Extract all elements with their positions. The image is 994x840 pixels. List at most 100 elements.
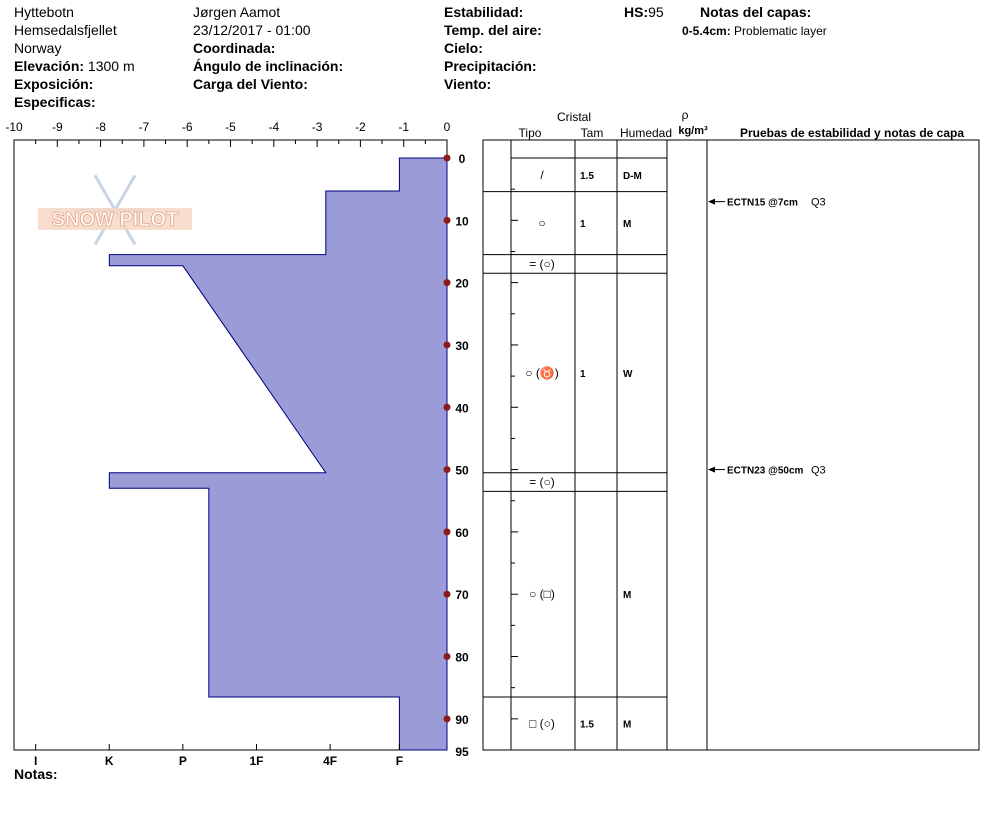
wind-load-row: Carga del Viento: [193,75,343,93]
depth-marker [443,403,451,411]
top-axis-tick-label: -8 [95,120,106,134]
wind-load-label: Carga del Viento: [193,76,308,92]
top-axis-tick-label: -3 [312,120,323,134]
depth-tick-label: 40 [455,401,469,415]
layer-note-text: Problematic layer [734,24,827,38]
header-observer-block: Jørgen Aamot 23/12/2017 - 01:00 Coordina… [193,3,343,93]
bottom-axis-tick-label: P [179,754,187,768]
col-header-moisture: Humedad [620,126,672,140]
depth-tick-label: 80 [455,651,469,665]
layer-moisture: D-M [623,171,642,182]
top-axis-tick-label: -9 [52,120,63,134]
test-quality: Q3 [811,465,826,477]
layer-moisture: W [623,369,633,380]
precip-row: Precipitación: [444,57,542,75]
layer-size: 1 [580,219,586,230]
bottom-axis-tick-label: I [34,754,37,768]
layer-note-row: 0-5.4cm: Problematic layer [682,22,827,40]
depth-tick-label: 50 [455,464,469,478]
layer-table-frame [482,139,980,751]
depth-tick-label: 70 [455,588,469,602]
elevation-label: Elevación: [14,58,85,74]
layer-moisture: M [623,720,631,731]
bottom-axis-tick-label: F [396,754,403,768]
elevation-row: Elevación: 1300 m [14,57,135,75]
top-axis-tick-label: 0 [444,120,451,134]
location: Hyttebotn [14,4,74,20]
aspect-label: Exposición: [14,76,94,92]
top-axis-tick-label: -2 [355,120,366,134]
specifics-row: Especificas: [14,93,135,111]
header-conditions-block: Estabilidad: Temp. del aire: Cielo: Prec… [444,3,542,93]
test-label: ECTN23 @50cm [727,466,804,477]
layer-moisture: M [623,219,631,230]
hs-value: 95 [648,4,664,20]
col-header-density-unit: kg/m³ [678,125,708,137]
depth-marker [443,590,451,598]
top-axis-tick-label: -5 [225,120,236,134]
range: Hemsedalsfjellet [14,22,117,38]
specifics-label: Especificas: [14,94,96,110]
aspect-row: Exposición: [14,75,135,93]
depth-marker [443,279,451,287]
depth-marker [443,653,451,661]
top-axis-tick-label: -6 [182,120,193,134]
depth-end-label: 95 [455,745,469,759]
wind-label: Viento: [444,76,492,92]
top-axis-tick-label: -7 [139,120,150,134]
stability-label: Estabilidad: [444,4,524,20]
top-axis-tick-label: -4 [268,120,279,134]
wind-row: Viento: [444,75,542,93]
depth-tick-label: 0 [459,152,466,166]
notes-row: Notas: [14,765,58,783]
bottom-axis-tick-label: K [105,754,114,768]
layer-type: ○ (♉) [525,366,559,380]
layer-size: 1 [580,369,586,380]
bottom-axis-tick-label: 1F [249,754,263,768]
depth-marker [443,341,451,349]
layer-notes-block: Notas del capas: [700,3,811,21]
col-header-rho: ρ [682,108,689,122]
sky-label: Cielo: [444,40,483,56]
top-axis-tick-label: -10 [5,120,23,134]
hs-label: HS: [624,4,649,20]
depth-tick-label: 10 [455,214,469,228]
test-label: ECTN15 @7cm [727,198,798,209]
air-temp-label: Temp. del aire: [444,22,542,38]
col-header-tests: Pruebas de estabilidad y notas de capa [740,126,964,140]
test-arrow-head [708,466,715,473]
test-arrow-head [708,198,715,205]
elevation-value: 1300 m [87,58,135,74]
air-temp-row: Temp. del aire: [444,21,542,39]
layer-type: ○ [538,216,545,230]
layer-moisture: M [623,590,631,601]
logo-flake-arm [93,174,117,211]
layer-type: / [540,168,544,182]
logo-flake-arm [113,174,137,211]
stability-row: Estabilidad: [444,3,542,21]
depth-tick-label: 90 [455,713,469,727]
header-location-block: Hyttebotn Hemsedalsfjellet Norway Elevac… [14,3,135,111]
depth-marker [443,216,451,224]
precip-label: Precipitación: [444,58,537,74]
layer-note-range: 0-5.4cm: [682,24,731,38]
col-header-size: Tam [581,126,604,140]
depth-marker [443,154,451,162]
slope-label: Ángulo de inclinación: [193,58,344,74]
logo-band [38,208,192,230]
test-quality: Q3 [811,197,826,209]
hs-block: HS:95 [624,3,664,21]
depth-marker [443,528,451,536]
coords-label: Coordinada: [193,40,276,56]
slope-row: Ángulo de inclinación: [193,57,343,75]
bottom-axis-tick-label: 4F [323,754,337,768]
sky-row: Cielo: [444,39,542,57]
col-header-type: Tipo [519,126,542,140]
layer-notes-label: Notas del capas: [700,4,812,20]
top-axis-tick-label: -1 [398,120,409,134]
depth-tick-label: 60 [455,526,469,540]
depth-marker [443,715,451,723]
layer-type: ○ (□) [529,587,555,601]
logo-text: SNOW PILOT [52,209,179,231]
